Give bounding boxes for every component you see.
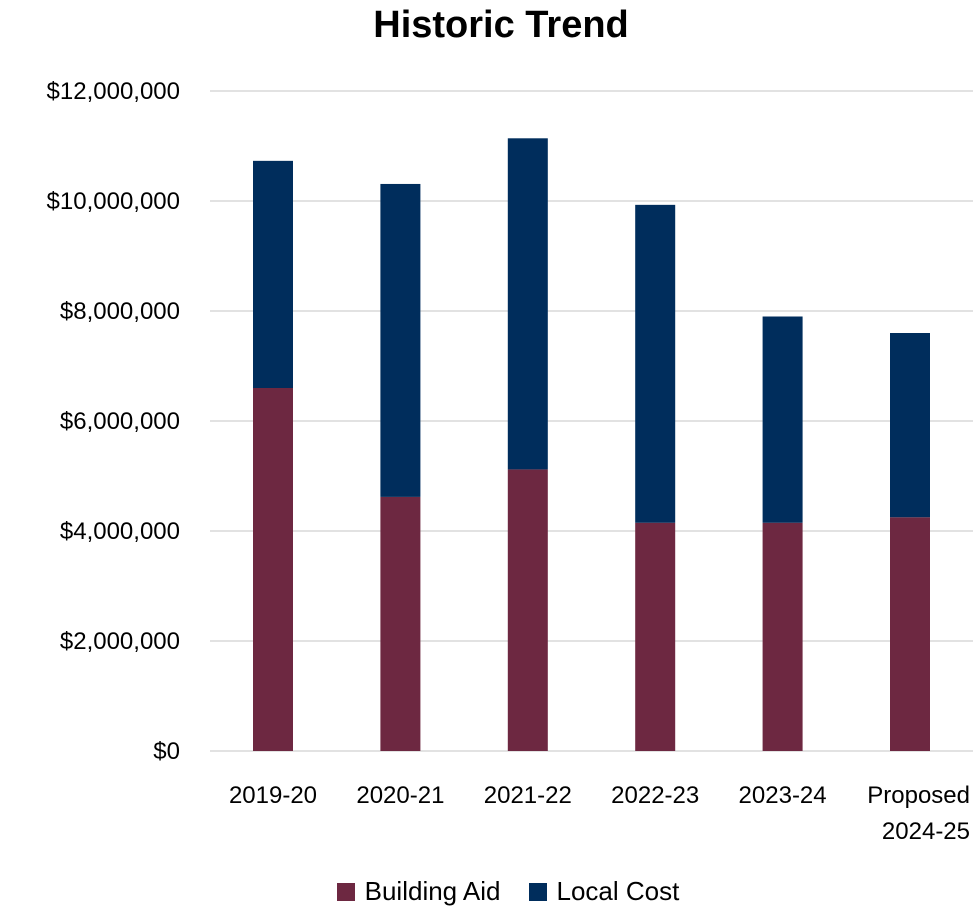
bar-building-aid bbox=[762, 522, 803, 751]
bar-local-cost bbox=[635, 204, 676, 523]
x-tick-label: 2019-20 bbox=[229, 782, 317, 809]
y-tick-label: $6,000,000 bbox=[60, 408, 180, 435]
x-tick-label: Proposed 2024-25 bbox=[867, 782, 970, 845]
legend: Building Aid Local Cost bbox=[0, 876, 978, 907]
y-tick-label: $10,000,000 bbox=[47, 188, 180, 215]
chart-title: Historic Trend bbox=[373, 4, 629, 46]
bar-local-cost bbox=[890, 333, 930, 518]
bars bbox=[253, 138, 930, 751]
chart-plot: $0 $2,000,000 $4,000,000 $6,000,000 $8,000,0… bbox=[47, 78, 973, 845]
x-axis-ticks: 2019-20 2020-21 2021-22 2022-23 2023-24 Propo… bbox=[229, 782, 970, 845]
y-tick-label: $12,000,000 bbox=[47, 78, 180, 105]
legend-swatch-building-aid bbox=[336, 882, 355, 901]
x-tick-label: 2023-24 bbox=[739, 782, 827, 809]
y-axis-ticks: $0 $2,000,000 $4,000,000 $6,000,000 $8,000,0… bbox=[47, 78, 180, 765]
bar-local-cost bbox=[253, 160, 293, 388]
legend-item-building-aid: Building Aid bbox=[336, 876, 501, 907]
x-tick-label: 2020-21 bbox=[356, 782, 444, 809]
x-tick-label: 2022-23 bbox=[611, 782, 699, 809]
bar-building-aid bbox=[380, 496, 421, 751]
bar-local-cost bbox=[380, 183, 421, 497]
bar-building-aid bbox=[635, 522, 676, 751]
y-tick-label: $8,000,000 bbox=[60, 298, 180, 325]
legend-item-local-cost: Local Cost bbox=[528, 876, 680, 907]
bar-building-aid bbox=[507, 469, 548, 751]
y-tick-label: $2,000,000 bbox=[60, 628, 180, 655]
y-tick-label: $4,000,000 bbox=[60, 518, 180, 545]
bar-building-aid bbox=[253, 388, 293, 751]
gridlines bbox=[210, 90, 973, 752]
x-tick-label: 2021-22 bbox=[484, 782, 572, 809]
bar-local-cost bbox=[762, 316, 803, 523]
legend-label-local-cost: Local Cost bbox=[556, 876, 680, 906]
bar-local-cost bbox=[507, 138, 548, 470]
y-tick-label: $0 bbox=[153, 738, 180, 765]
legend-swatch-local-cost bbox=[528, 882, 547, 901]
legend-label-building-aid: Building Aid bbox=[364, 876, 501, 906]
bar-building-aid bbox=[890, 517, 930, 751]
